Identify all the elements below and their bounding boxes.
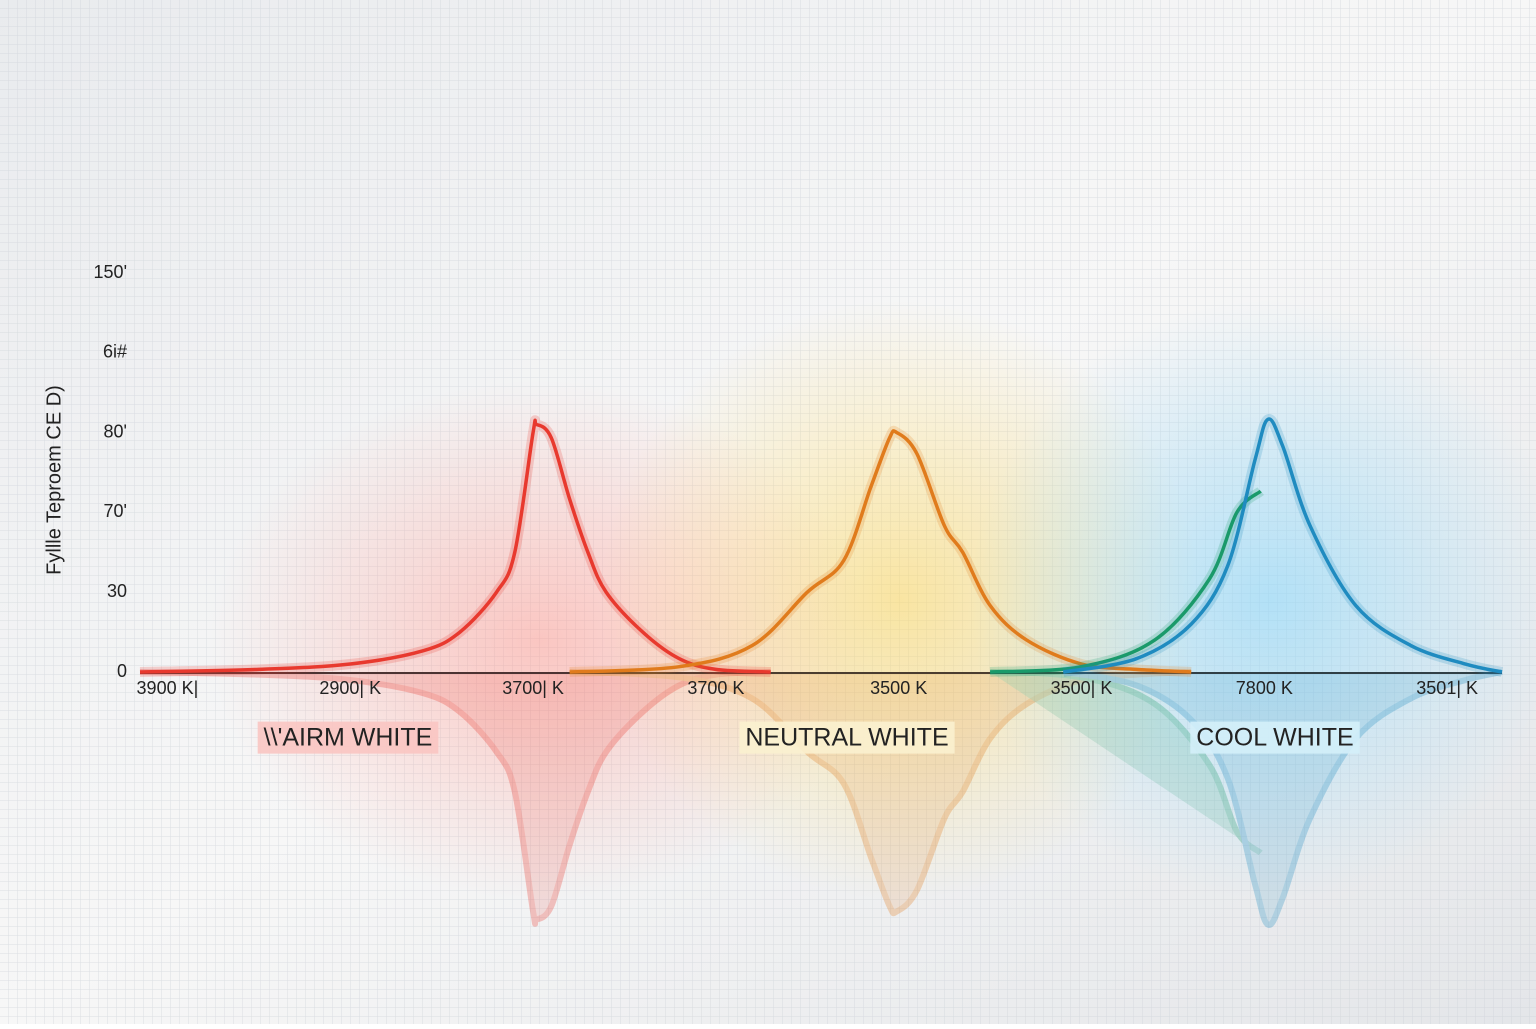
reflection-line bbox=[569, 669, 1192, 917]
x-tick-label: 3700 K bbox=[687, 678, 744, 698]
x-tick-label: 3500 K bbox=[870, 678, 927, 698]
reflection-line bbox=[1062, 669, 1503, 928]
reflection bbox=[139, 669, 1503, 928]
y-tick-label: 0 bbox=[117, 661, 127, 681]
legend-box bbox=[1190, 721, 1360, 754]
glow bbox=[970, 300, 1536, 900]
x-tick-label: 3500| K bbox=[1051, 678, 1113, 698]
x-tick-label: 3900 K| bbox=[137, 678, 199, 698]
y-tick-label: 6i# bbox=[103, 342, 127, 362]
reflection-line bbox=[139, 669, 771, 927]
line bbox=[139, 418, 771, 674]
x-tick-label: 2900| K bbox=[319, 678, 381, 698]
legend-box bbox=[257, 721, 439, 754]
legend-label: NEUTRAL WHITE bbox=[745, 724, 948, 752]
line bbox=[990, 489, 1262, 674]
x-tick-label: 7800 K bbox=[1236, 678, 1293, 698]
y-tick-label: 70' bbox=[104, 501, 127, 521]
y-axis-title: Fyllle Teproem CE D) bbox=[43, 385, 65, 575]
legend-label: COOL WHITE bbox=[1196, 724, 1353, 752]
legend-box bbox=[739, 721, 955, 754]
line bbox=[569, 429, 1192, 674]
x-tick-label: 3501| K bbox=[1416, 678, 1478, 698]
legend-label: \\'AIRM WHITE bbox=[264, 724, 433, 752]
y-tick-label: 150' bbox=[94, 262, 127, 282]
y-tick-label: 30 bbox=[107, 581, 127, 601]
y-tick-label: 80' bbox=[104, 421, 127, 441]
x-tick-label: 3700| K bbox=[502, 678, 564, 698]
line bbox=[1062, 417, 1503, 674]
reflection-line bbox=[989, 669, 1263, 856]
